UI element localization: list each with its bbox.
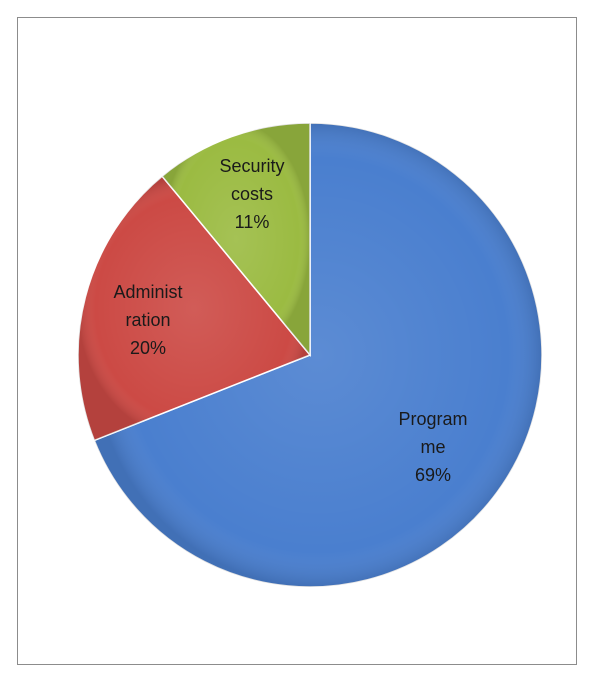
data-labels: Program me 69% Administ ration 20% Security cos… xyxy=(113,156,467,485)
pie-slice-shading xyxy=(78,176,310,441)
pie-slice-shading xyxy=(162,123,310,355)
data-label-line: Program xyxy=(398,409,467,429)
data-label-programme: Program me 69% xyxy=(398,409,467,485)
data-label-line: me xyxy=(420,437,445,457)
data-label-security-costs: Security costs 11% xyxy=(219,156,284,232)
data-label-line: ration xyxy=(125,310,170,330)
data-label-administration: Administ ration 20% xyxy=(113,282,182,358)
data-label-line: 11% xyxy=(235,212,270,232)
data-label-line: Security xyxy=(219,156,284,176)
pie-slice-shading xyxy=(94,123,543,587)
data-label-line: 20% xyxy=(130,338,166,358)
data-label-line: Administ xyxy=(113,282,182,302)
data-label-line: costs xyxy=(231,184,273,204)
data-label-line: 69% xyxy=(415,465,451,485)
pie-slices xyxy=(77,122,543,588)
